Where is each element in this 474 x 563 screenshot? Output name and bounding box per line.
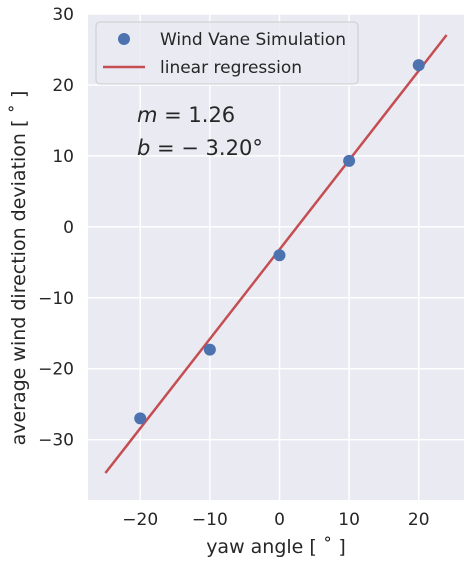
x-tick-labels: −20 −10 0 10 20	[122, 510, 429, 530]
legend-box	[95, 21, 359, 85]
svg-text:m = 1.26: m = 1.26	[137, 103, 235, 127]
x-tick-label: −20	[122, 510, 158, 530]
data-point	[203, 343, 216, 356]
x-axis-label: yaw angle [ ˚ ]	[206, 536, 346, 558]
annotation-slope: m = 1.26	[137, 103, 235, 127]
x-tick-label: 10	[338, 510, 360, 530]
y-tick-label: −20	[38, 360, 74, 380]
y-tick-labels: −30 −20 −10 0 10 20 30	[38, 5, 74, 451]
legend: Wind Vane Simulation linear regression	[95, 21, 359, 85]
y-tick-label: −10	[38, 289, 74, 309]
legend-label-line: linear regression	[160, 58, 302, 78]
data-point	[412, 59, 425, 72]
x-tick-label: 0	[274, 510, 285, 530]
x-tick-label: −10	[192, 510, 228, 530]
annotation-intercept-value: = − 3.20°	[150, 136, 262, 160]
y-tick-label: 0	[63, 218, 74, 238]
data-point	[134, 412, 147, 425]
data-point	[343, 154, 356, 167]
y-tick-label: −30	[38, 431, 74, 451]
annotation-intercept-var: b	[137, 136, 150, 160]
x-tick-label: 20	[408, 510, 430, 530]
annotation-intercept: b = − 3.20°	[137, 136, 263, 160]
annotation-slope-value: = 1.26	[157, 103, 235, 127]
legend-marker-scatter	[118, 33, 130, 45]
y-tick-label: 20	[52, 76, 74, 96]
y-axis-label: average wind direction deviation [ ˚ ]	[8, 91, 30, 446]
legend-label-scatter: Wind Vane Simulation	[160, 30, 346, 50]
data-points	[134, 59, 425, 425]
svg-text:b = − 3.20°: b = − 3.20°	[137, 136, 263, 160]
data-point	[273, 249, 286, 262]
annotation-slope-var: m	[137, 103, 157, 127]
y-tick-label: 10	[52, 147, 74, 167]
y-tick-label: 30	[52, 5, 74, 25]
